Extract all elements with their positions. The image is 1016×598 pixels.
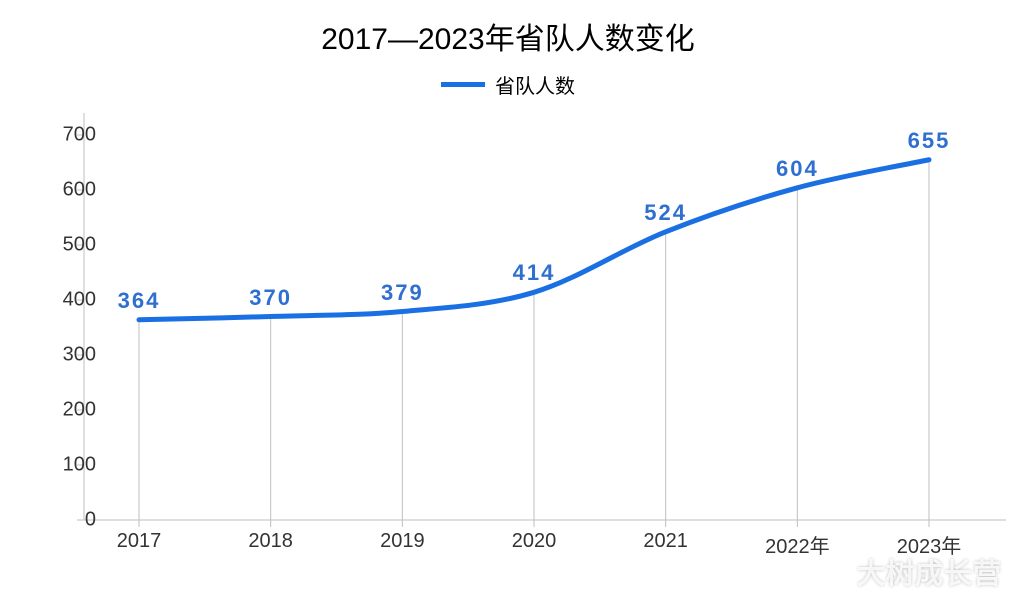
data-label: 604 [776, 156, 819, 182]
y-tick-label: 300 [26, 344, 96, 367]
data-label: 379 [381, 280, 424, 306]
data-label: 370 [249, 285, 292, 311]
x-tick-label: 2022年 [765, 530, 830, 559]
x-tick-label: 2021 [643, 530, 688, 553]
data-label: 524 [644, 200, 687, 226]
x-tick-label: 2018 [248, 530, 293, 553]
x-tick-label: 2017 [117, 530, 162, 553]
y-tick-label: 700 [26, 124, 96, 147]
y-tick-label: 0 [26, 509, 96, 532]
legend-swatch [441, 82, 485, 87]
plot-svg [84, 135, 1006, 542]
y-tick-label: 500 [26, 234, 96, 257]
chart-container: 2017—2023年省队人数变化 省队人数 0 100 200 300 400 500 60… [0, 0, 1016, 598]
y-tick-label: 400 [26, 289, 96, 312]
y-tick-label: 200 [26, 399, 96, 422]
chart-title: 2017—2023年省队人数变化 [0, 14, 1016, 58]
data-label: 414 [513, 260, 556, 286]
data-label: 364 [118, 288, 161, 314]
legend: 省队人数 [0, 70, 1016, 99]
y-tick-label: 100 [26, 454, 96, 477]
data-label: 655 [908, 128, 951, 154]
x-tick-label: 2019 [380, 530, 425, 553]
y-tick-label: 600 [26, 179, 96, 202]
x-tick-label: 2020 [512, 530, 557, 553]
legend-item: 省队人数 [441, 70, 575, 99]
watermark-text: 大树成长营 [857, 552, 1002, 592]
legend-label: 省队人数 [495, 70, 575, 99]
plot-area [84, 135, 984, 520]
